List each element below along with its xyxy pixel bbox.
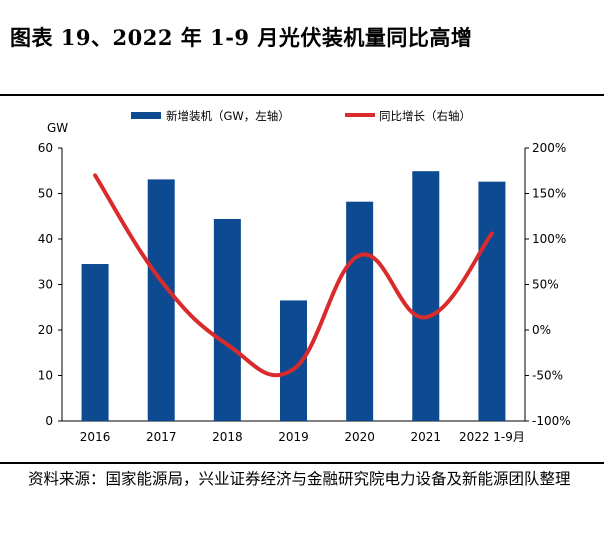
- x-axis-tick-label: 2018: [212, 430, 243, 444]
- bar-2021: [412, 171, 440, 421]
- left-axis-tick-label: 0: [45, 414, 53, 428]
- left-axis-tick-label: 20: [38, 323, 53, 337]
- legend-bar-swatch: [131, 112, 161, 119]
- left-axis-tick-label: 30: [38, 278, 53, 292]
- top-rule: [0, 94, 604, 96]
- right-axis-tick-label: -100%: [532, 414, 571, 428]
- x-axis-tick-label: 2022 1-9月: [459, 430, 525, 444]
- x-axis-tick-label: 2019: [278, 430, 309, 444]
- right-axis-tick-label: 150%: [532, 187, 566, 201]
- x-axis-tick-label: 2016: [80, 430, 111, 444]
- bar-2020: [346, 201, 374, 421]
- right-axis-tick-label: 0%: [532, 323, 551, 337]
- x-axis-tick-label: 2020: [344, 430, 375, 444]
- right-axis-tick-label: -50%: [532, 369, 563, 383]
- legend-line-label: 同比增长（右轴）: [379, 109, 471, 123]
- bar-2016: [81, 264, 109, 421]
- x-axis-tick-label: 2017: [146, 430, 177, 444]
- right-axis-tick-label: 100%: [532, 232, 566, 246]
- right-axis-tick-label: 50%: [532, 278, 559, 292]
- chart: 新增装机（GW，左轴） 同比增长（右轴） GW 0 10 20 30 40 50 60 -1…: [38, 109, 571, 444]
- legend-line-swatch: [345, 113, 375, 117]
- bar-2017: [147, 179, 175, 421]
- legend-bar-label: 新增装机（GW，左轴）: [166, 109, 290, 123]
- left-axis-tick-label: 50: [38, 187, 53, 201]
- left-axis-unit: GW: [47, 121, 68, 135]
- bar-2022-1-9月: [478, 181, 506, 421]
- x-axis-tick-label: 2021: [411, 430, 442, 444]
- source-note: 资料来源：国家能源局，兴业证券经济与金融研究院电力设备及新能源团队整理: [28, 470, 571, 488]
- left-axis-tick-label: 40: [38, 232, 53, 246]
- bottom-rule: [0, 462, 604, 464]
- left-axis-tick-label: 60: [38, 141, 53, 155]
- bar-2018: [213, 218, 241, 421]
- figure-title: 图表 19、2022 年 1-9 月光伏装机量同比高增: [10, 25, 473, 50]
- left-axis-tick-label: 10: [38, 369, 53, 383]
- right-axis-tick-label: 200%: [532, 141, 566, 155]
